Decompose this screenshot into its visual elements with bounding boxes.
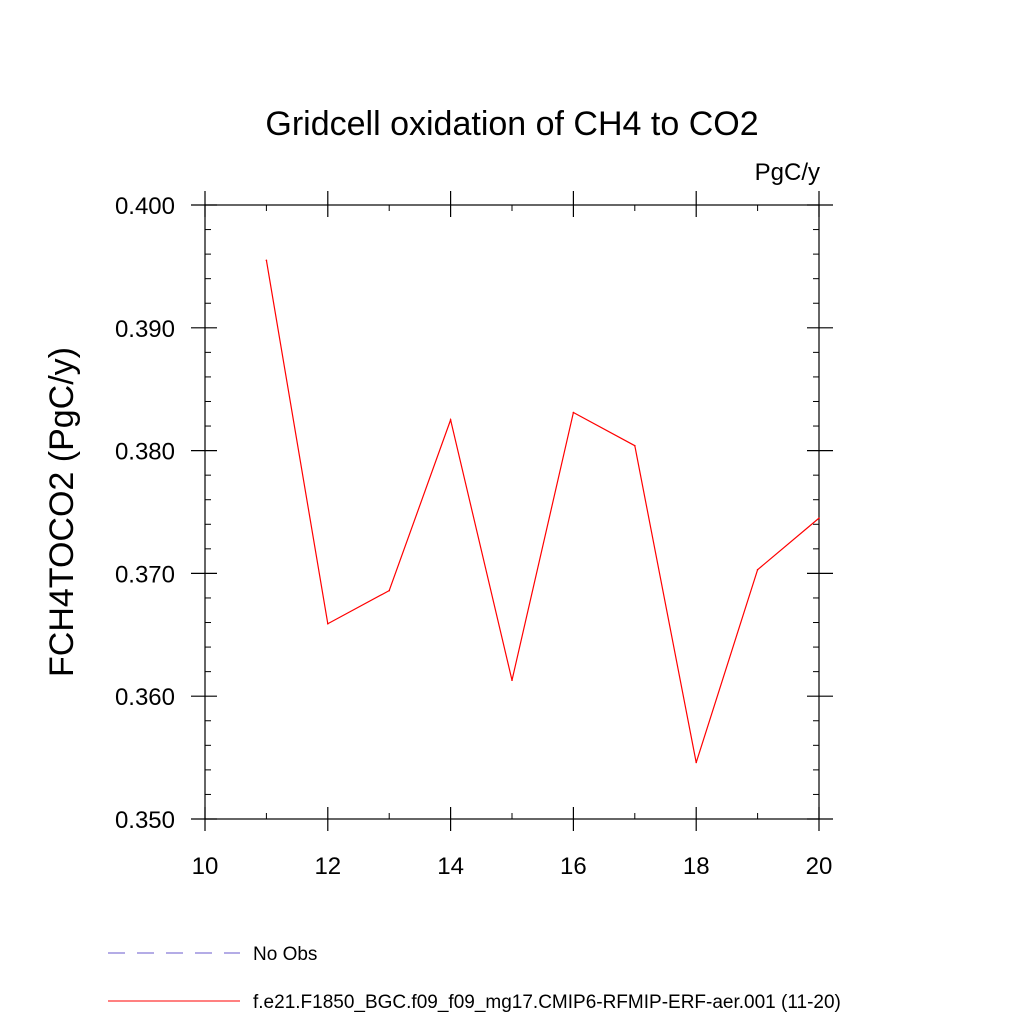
data-point [449, 419, 452, 421]
data-point [388, 589, 391, 592]
x-axis: 10 12 14 16 18 20 [192, 191, 833, 880]
y-tick-label: 0.400 [115, 193, 175, 220]
data-point [327, 622, 329, 625]
data-point [572, 411, 575, 414]
data-point [818, 517, 820, 519]
legend-label: f.e21.F1850_BGC.f09_f09_mg17.CMIP6-RFMIP… [253, 992, 841, 1013]
x-tick-label: 12 [314, 853, 341, 880]
legend: No Obs f.e21.F1850_BGC.f09_f09_mg17.CMIP6… [108, 944, 841, 1013]
data-point [265, 259, 268, 262]
data-point [634, 444, 636, 447]
plot-frame [204, 204, 820, 820]
y-tick-label: 0.380 [115, 439, 175, 466]
y-tick-label: 0.370 [115, 561, 175, 588]
x-tick-label: 14 [437, 853, 464, 880]
legend-label: No Obs [253, 944, 317, 965]
units-label: PgC/y [755, 159, 820, 186]
chart-title: Gridcell oxidation of CH4 to CO2 [265, 105, 758, 143]
minor-ticks [205, 205, 819, 819]
x-tick-label: 18 [683, 853, 710, 880]
y-axis-label: FCH4TOCO2 (PgC/y) [43, 347, 81, 677]
y-tick-label: 0.350 [115, 807, 175, 834]
y-tick-label: 0.390 [115, 316, 175, 343]
x-tick-label: 16 [560, 853, 587, 880]
data-point [511, 679, 513, 682]
x-tick-label: 10 [192, 853, 219, 880]
series-layer [265, 259, 820, 764]
x-tick-label: 20 [806, 853, 833, 880]
data-point [695, 761, 697, 764]
data-point [756, 568, 759, 571]
series-line [265, 260, 820, 763]
y-tick-label: 0.360 [115, 684, 175, 711]
y-axis: 0.350 0.360 0.370 0.380 0.390 0.400 [115, 193, 833, 834]
